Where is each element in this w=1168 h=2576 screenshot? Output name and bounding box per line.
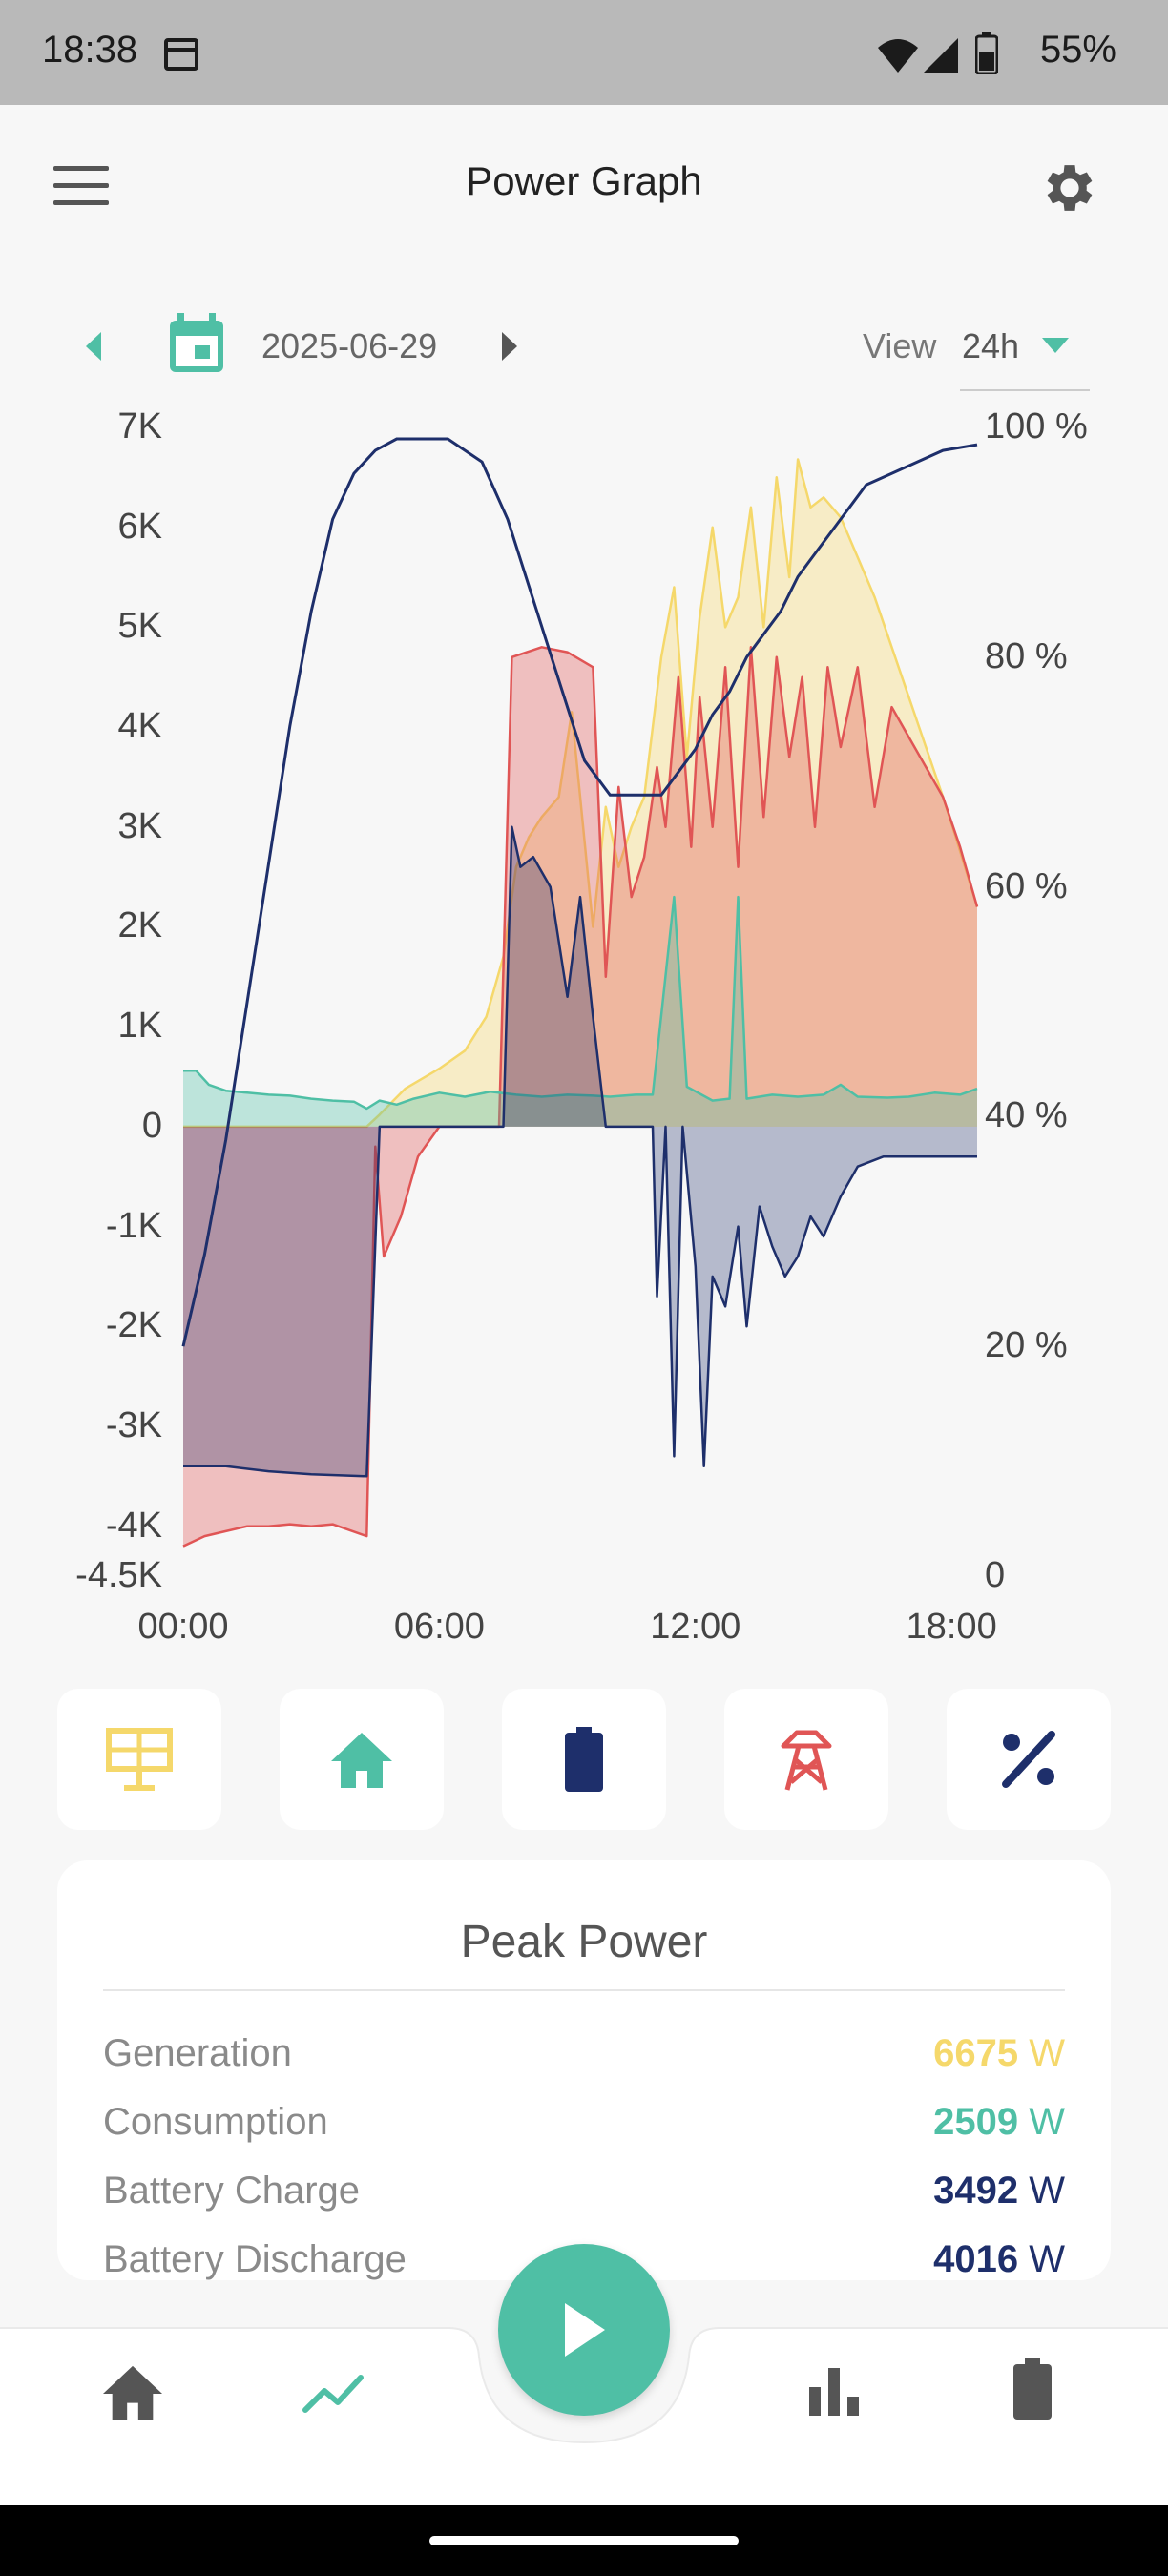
nav-home[interactable] [99, 2362, 166, 2423]
peak-value-number: 4016 [933, 2238, 1019, 2280]
play-button[interactable] [498, 2244, 670, 2416]
grid-line [182, 646, 979, 1548]
battery-filter-button[interactable] [502, 1689, 666, 1830]
y-left-tick-label: -1K [105, 1205, 162, 1246]
signal-icon [924, 38, 958, 73]
peak-power-card: Peak Power Generation 6675 W Consumption 25… [57, 1860, 1111, 2280]
battery-percent: 55% [1039, 29, 1116, 71]
battery-status-icon [975, 32, 998, 74]
x-tick-label: 00:00 [137, 1607, 229, 1647]
y-right-tick-label: 100 % [985, 406, 1088, 447]
x-tick-label: 18:00 [906, 1607, 997, 1647]
gesture-handle[interactable] [429, 2536, 739, 2545]
battery-icon [565, 1727, 603, 1792]
status-time: 18:38 [42, 29, 138, 71]
consumption-area [183, 897, 977, 1127]
soc-line [181, 437, 978, 1347]
battery-area [183, 826, 977, 1477]
y-left-tick-label: -2K [105, 1305, 162, 1346]
peak-value-number: 3492 [933, 2170, 1019, 2212]
nav-power-graph[interactable] [302, 2372, 365, 2414]
peak-row-label: Battery Charge [103, 2170, 361, 2212]
y-left-tick-label: -3K [105, 1404, 162, 1445]
gear-icon[interactable] [1038, 156, 1101, 219]
peak-value-number: 6675 [933, 2032, 1019, 2074]
previous-day-icon[interactable] [82, 330, 105, 363]
y-left-tick-label: 5K [117, 606, 162, 647]
peak-value-unit: W [1018, 2032, 1065, 2074]
y-left-tick-label: 1K [117, 1006, 162, 1047]
battery-line [183, 825, 977, 1478]
next-day-icon[interactable] [498, 330, 521, 363]
peak-row-value: 3492 W [933, 2170, 1065, 2212]
home-icon [331, 1733, 392, 1788]
y-right-tick-label: 80 % [985, 635, 1068, 676]
status-bar: 18:38 55% [0, 0, 1168, 105]
generation-area [183, 459, 977, 1127]
peak-value-unit: W [1018, 2238, 1065, 2280]
peak-power-title: Peak Power [460, 1917, 708, 1967]
selected-date[interactable]: 2025-06-29 [261, 326, 438, 365]
view-select[interactable]: 24h [962, 326, 1020, 365]
view-select-underline [960, 389, 1090, 391]
y-right-tick-label: 40 % [985, 1095, 1068, 1136]
consumption-line [183, 895, 978, 1111]
x-tick-label: 06:00 [393, 1607, 485, 1647]
y-left-tick-label: 2K [117, 905, 162, 946]
y-left-tick-label: -4K [105, 1505, 162, 1546]
wifi-icon [878, 39, 918, 73]
grid-area [183, 647, 977, 1547]
y-left-tick-label: 3K [117, 805, 162, 846]
peak-row-value: 2509 W [933, 2101, 1065, 2144]
power-tower-icon [781, 1730, 832, 1791]
peak-value-unit: W [1018, 2101, 1065, 2143]
nav-statistics[interactable] [807, 2364, 861, 2418]
y-right-tick-label: 60 % [985, 865, 1068, 906]
nav-battery[interactable] [1012, 2358, 1053, 2421]
x-tick-label: 12:00 [650, 1607, 741, 1647]
solar-filter-button[interactable] [57, 1689, 221, 1830]
peak-value-number: 2509 [933, 2101, 1019, 2143]
y-left-tick-label: 4K [117, 706, 162, 747]
percent-icon [1002, 1731, 1055, 1788]
bottom-nav-bar [0, 2327, 1168, 2509]
grid-filter-button[interactable] [724, 1689, 888, 1830]
percent-filter-button[interactable] [947, 1689, 1111, 1830]
chart-plot-area [181, 437, 979, 1548]
y-left-tick-label: -4.5K [75, 1555, 162, 1595]
peak-row-value: 6675 W [933, 2032, 1065, 2075]
power-chart[interactable]: 7K 6K 5K 4K 3K 2K 1K 0 -1K -2K -3K -4K -4.5K 100 % 80… [0, 382, 1168, 1660]
view-label: View [863, 326, 937, 365]
solar-panel-icon [106, 1728, 173, 1791]
play-icon [565, 2303, 605, 2357]
peak-row-value: 4016 W [933, 2238, 1065, 2280]
calendar-icon[interactable] [168, 313, 225, 374]
peak-row-label: Generation [103, 2032, 292, 2074]
peak-row-label: Battery Discharge [103, 2238, 407, 2280]
menu-icon[interactable] [53, 166, 109, 206]
divider [103, 1989, 1065, 1991]
page-title: Power Graph [466, 158, 702, 203]
y-right-tick-label: 20 % [985, 1325, 1068, 1366]
home-filter-button[interactable] [280, 1689, 444, 1830]
chevron-down-icon[interactable] [1040, 336, 1071, 355]
peak-value-unit: W [1018, 2170, 1065, 2212]
y-right-tick-label: 0 [985, 1555, 1006, 1595]
y-left-tick-label: 0 [141, 1105, 162, 1146]
y-left-tick-label: 6K [117, 506, 162, 547]
calendar-notification-icon [164, 38, 198, 71]
generation-line [183, 458, 979, 1129]
y-left-tick-label: 7K [117, 406, 162, 447]
peak-row-label: Consumption [103, 2101, 328, 2143]
